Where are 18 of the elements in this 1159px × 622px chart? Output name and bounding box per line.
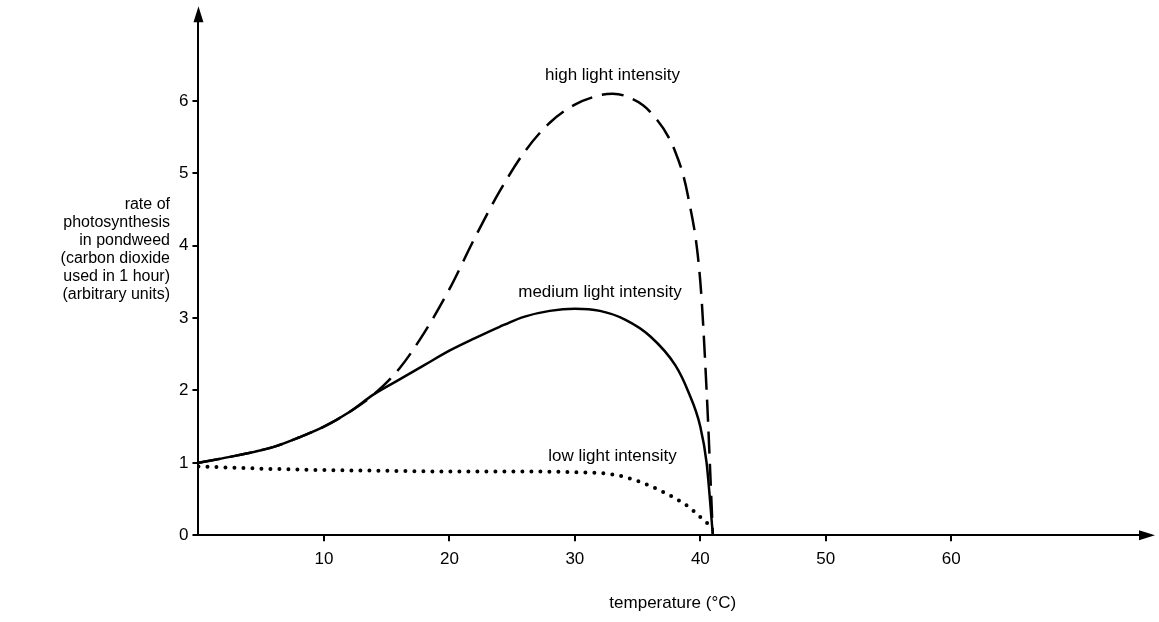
x-tick-label: 20 — [439, 549, 459, 569]
y-tick-label: 5 — [178, 163, 189, 183]
y-tick-label: 3 — [178, 307, 189, 327]
x-tick-label: 10 — [314, 549, 334, 569]
series-label: high light intensity — [544, 64, 681, 84]
series-label: medium light intensity — [518, 282, 683, 302]
y-tick-label: 1 — [178, 452, 189, 472]
series-label: low light intensity — [548, 445, 678, 465]
y-tick-label: 4 — [178, 235, 189, 255]
y-tick-label: 2 — [178, 380, 189, 400]
x-axis-title: temperature (°C) — [609, 593, 737, 613]
x-tick-label: 30 — [565, 549, 585, 569]
y-tick-label: 6 — [178, 90, 189, 110]
y-tick-label: 0 — [178, 524, 189, 544]
y-axis-title: rate of photosynthesis in pondweed (carbon dioxide used in 1 hour) (arbitrary units) — [59, 195, 170, 303]
x-tick-label: 40 — [690, 549, 710, 569]
x-tick-label: 50 — [816, 549, 836, 569]
x-tick-label: 60 — [941, 549, 961, 569]
